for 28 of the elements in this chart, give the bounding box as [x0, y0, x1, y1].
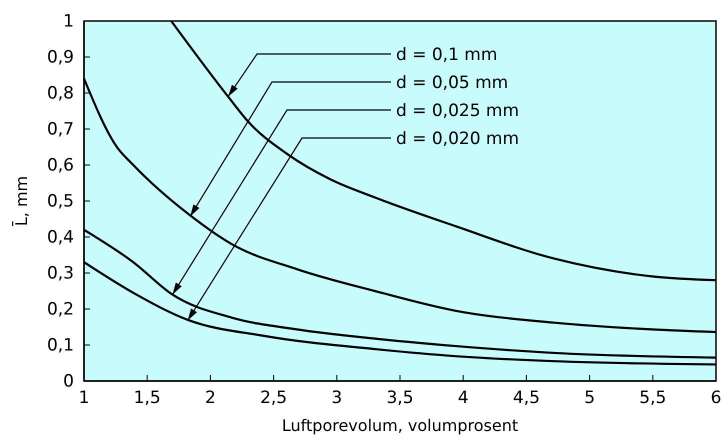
y-tick-label: 0,1	[46, 335, 74, 356]
y-tick-label: 0,4	[46, 227, 74, 248]
x-tick-label: 1,5	[134, 388, 161, 408]
y-tick-label: 0	[63, 371, 74, 392]
y-tick-label: 0,6	[46, 155, 74, 176]
y-tick-label: 0,8	[46, 83, 74, 104]
x-tick-label: 2	[204, 388, 216, 408]
x-tick-label: 3,5	[386, 388, 414, 408]
annotation: d = 0,020 mm	[396, 129, 520, 149]
y-tick-label: 0,5	[46, 191, 74, 212]
annotation: d = 0,1 mm	[396, 45, 498, 65]
y-tick-label: 0,3	[46, 263, 74, 284]
x-tick-label: 5	[584, 388, 596, 408]
x-tick-label: 3	[331, 388, 342, 408]
x-tick-label: 5,5	[639, 388, 666, 408]
x-tick-label: 1	[78, 388, 90, 408]
x-tick-label: 6	[710, 388, 722, 408]
annotation: d = 0,025 mm	[396, 101, 520, 121]
x-axis-title: Luftporevolum, volumprosent	[282, 416, 518, 435]
y-tick-label: 0,9	[46, 47, 74, 68]
y-tick-label: 0,2	[46, 299, 74, 320]
x-tick-label: 4	[458, 388, 469, 408]
y-axis-title: L̄, mm	[12, 176, 31, 227]
y-tick-label: 1	[63, 11, 74, 32]
x-tick-label: 2,5	[260, 388, 288, 408]
annotation: d = 0,05 mm	[396, 73, 508, 93]
y-tick-label: 0,7	[46, 119, 74, 140]
x-tick-label: 4,5	[512, 388, 540, 408]
